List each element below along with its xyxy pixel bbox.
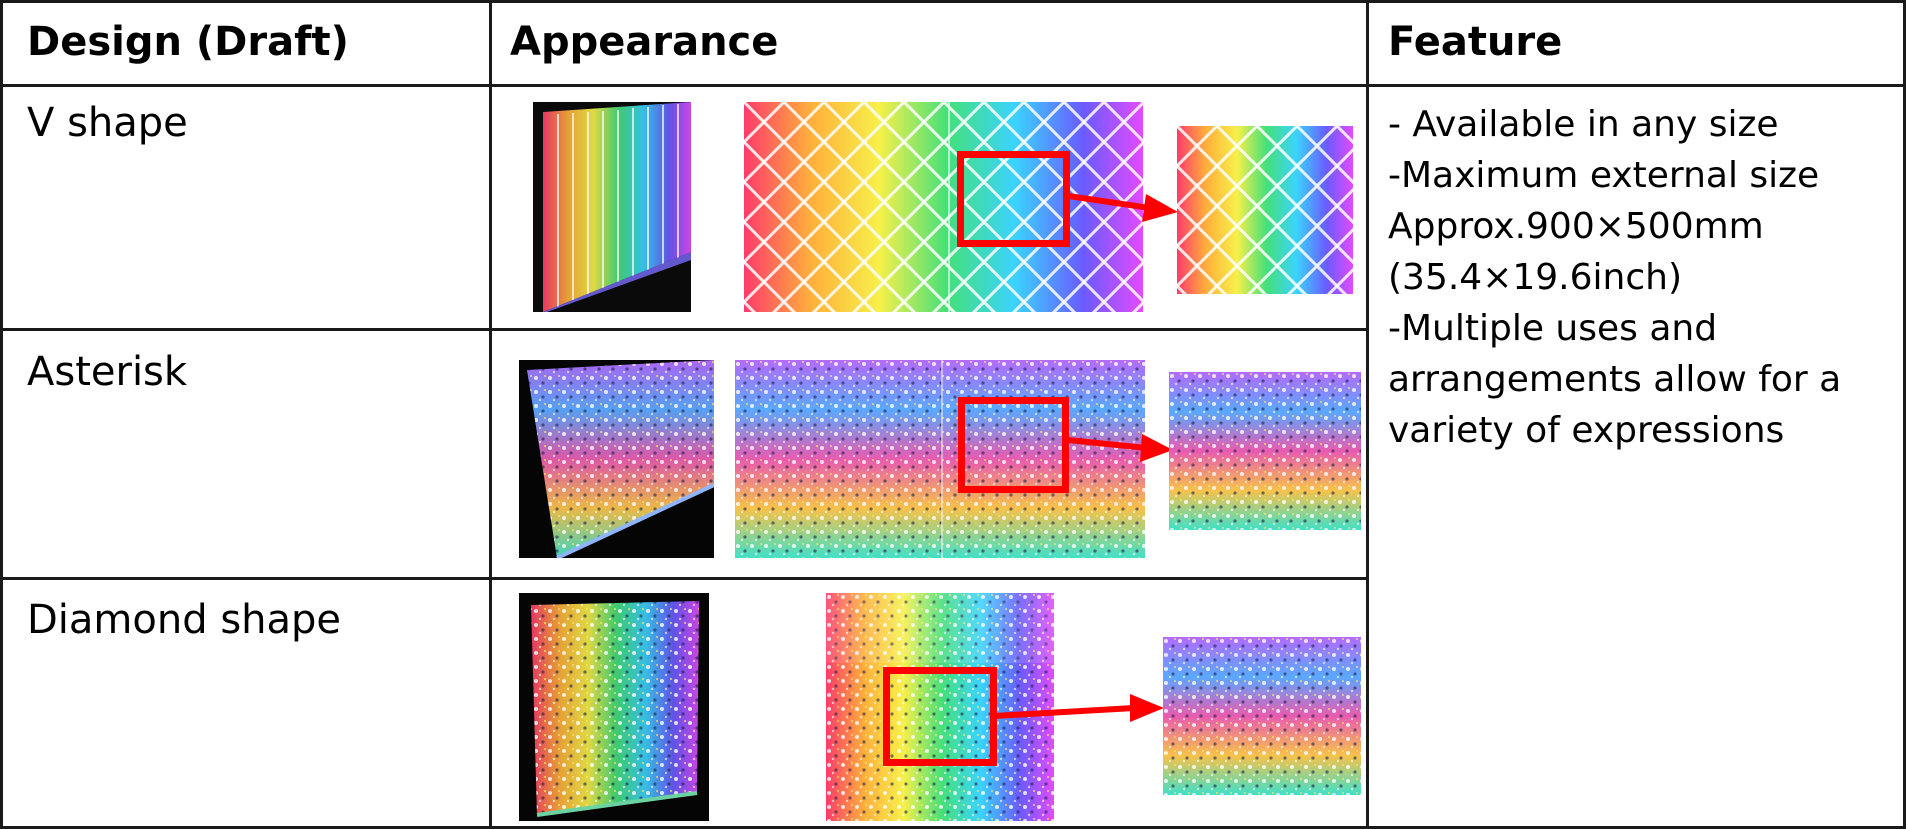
header-feature: Feature (1388, 19, 1563, 65)
diamond-closeup-photo (826, 593, 1054, 821)
row-label-asterisk: Asterisk (27, 349, 188, 395)
row-divider-2 (0, 577, 1368, 580)
asterisk-highlight-box (958, 397, 1069, 493)
feature-line: - Available in any size (1388, 104, 1779, 145)
row-label-diamond-shape: Diamond shape (27, 597, 342, 643)
asterisk-arrow-icon (1068, 434, 1173, 462)
asterisk-closeup-photo (735, 360, 1145, 558)
diamond-installed-photo (519, 593, 709, 821)
feature-text: - Available in any size -Maximum externa… (1388, 99, 1888, 456)
feature-line: arrangements allow for a (1388, 359, 1842, 400)
v-shape-closeup-photo (744, 102, 1143, 312)
diamond-highlight-box (883, 667, 997, 766)
table-border-left (0, 0, 3, 829)
asterisk-detail-photo (1169, 372, 1361, 530)
column-divider-2 (1366, 0, 1369, 829)
feature-line: -Multiple uses and (1388, 308, 1718, 349)
table-border-right (1903, 0, 1906, 829)
asterisk-installed-photo (519, 360, 714, 558)
diamond-arrow-icon (994, 694, 1164, 722)
v-shape-arrow-icon (1068, 193, 1178, 222)
header-design: Design (Draft) (27, 19, 349, 65)
column-divider-1 (489, 0, 492, 829)
v-shape-installed-photo (533, 102, 691, 312)
feature-line: variety of expressions (1388, 410, 1785, 451)
row-label-v-shape: V shape (27, 100, 188, 146)
feature-line: Approx.900×500mm (1388, 206, 1764, 247)
header-divider (0, 84, 1906, 87)
table-border-top (0, 0, 1906, 3)
table-border-bottom (0, 826, 1906, 829)
v-shape-detail-photo (1177, 126, 1353, 294)
feature-line: -Maximum external size (1388, 155, 1820, 196)
diamond-detail-photo (1163, 637, 1361, 795)
feature-line: (35.4×19.6inch) (1388, 257, 1682, 298)
row-divider-1 (0, 328, 1368, 331)
header-appearance: Appearance (510, 19, 779, 65)
v-shape-highlight-box (957, 151, 1070, 247)
